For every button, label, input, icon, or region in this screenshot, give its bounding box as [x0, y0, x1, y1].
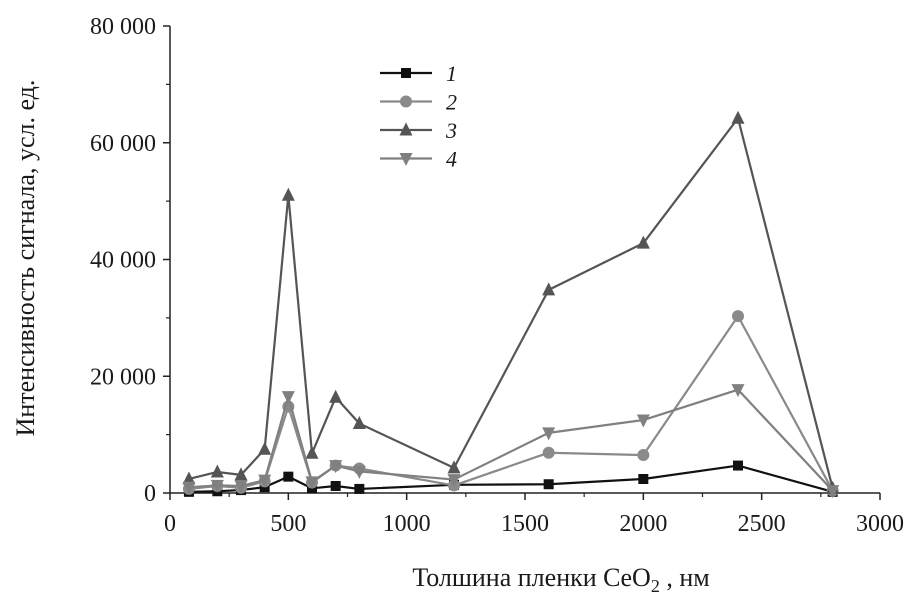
legend-swatch-marker — [400, 95, 412, 108]
series-3-point — [329, 389, 343, 403]
legend-item-1: 1 — [380, 61, 457, 86]
series-4-point — [234, 480, 248, 494]
series-3-point — [258, 441, 272, 455]
series-3-point — [352, 416, 366, 430]
legend: 1 2 3 4 — [380, 61, 457, 172]
series-1-point — [543, 479, 554, 490]
series-3-point — [182, 471, 196, 485]
x-tick-label: 3000 — [856, 511, 904, 537]
series-4-point — [305, 476, 319, 490]
series-4-point — [731, 384, 745, 398]
series-3-point — [210, 464, 224, 478]
x-tick-label: 2500 — [738, 511, 786, 537]
series-1-point — [283, 471, 294, 482]
legend-swatch-marker — [399, 153, 413, 166]
series-4-point — [542, 427, 556, 441]
series-4-point — [447, 474, 461, 488]
series-3-point — [305, 445, 319, 459]
y-tick-label: 0 — [144, 481, 156, 507]
series-3-point — [542, 282, 556, 296]
series-1-point — [330, 480, 341, 491]
y-tick-label: 80 000 — [90, 14, 156, 40]
legend-label: 2 — [446, 90, 457, 115]
series-4-point — [258, 474, 272, 488]
series-3-point — [447, 460, 461, 474]
series-4-point — [352, 465, 366, 479]
x-tick-label: 2000 — [619, 511, 667, 537]
legend-swatch-marker — [401, 68, 411, 78]
series-layer — [182, 110, 840, 499]
y-tick-label: 20 000 — [90, 364, 156, 390]
series-3 — [182, 110, 840, 494]
series-4-point — [329, 460, 343, 474]
series-2-point — [732, 310, 744, 323]
series-3-point — [281, 187, 295, 201]
series-4-point — [210, 479, 224, 493]
legend-item-4: 4 — [380, 147, 457, 172]
series-4-point — [826, 485, 840, 499]
series-2-point — [542, 446, 555, 459]
legend-label: 3 — [445, 118, 457, 143]
series-1-point — [354, 483, 365, 494]
legend-item-2: 2 — [380, 90, 457, 115]
x-axis-title-suffix: , нм — [660, 563, 710, 592]
axes: 0 500 1000 1500 2000 2500 3000 0 20 000 40 000 60 … — [90, 14, 904, 537]
series-3-point — [731, 110, 745, 124]
y-axis-title: Интенсивность сигнала, усл. ед. — [11, 80, 40, 437]
series-3-line — [188, 117, 834, 489]
series-1-point — [733, 460, 743, 471]
series-4-point — [636, 414, 650, 428]
x-tick-label: 1000 — [383, 511, 431, 537]
legend-label: 1 — [446, 61, 457, 86]
series-4-point — [281, 391, 295, 405]
x-axis-title-subscript: 2 — [651, 576, 660, 594]
legend-item-3: 3 — [380, 118, 457, 143]
series-4-point — [182, 481, 196, 495]
series-4 — [182, 384, 840, 499]
x-tick-label: 0 — [164, 511, 176, 537]
x-tick-label: 500 — [270, 511, 306, 537]
legend-swatch-marker — [399, 122, 413, 136]
x-axis-title-main: Толшина пленки CeO — [412, 563, 651, 592]
x-tick-label: 1500 — [501, 511, 549, 537]
y-tick-label: 60 000 — [90, 131, 156, 157]
series-3-point — [234, 467, 248, 481]
x-axis-title: Толшина пленки CeO2 , нм — [412, 563, 709, 594]
series-2-point — [637, 449, 650, 462]
series-3-point — [636, 235, 650, 249]
legend-label: 4 — [446, 147, 457, 172]
y-tick-label: 40 000 — [90, 248, 156, 274]
series-1-point — [638, 473, 649, 484]
